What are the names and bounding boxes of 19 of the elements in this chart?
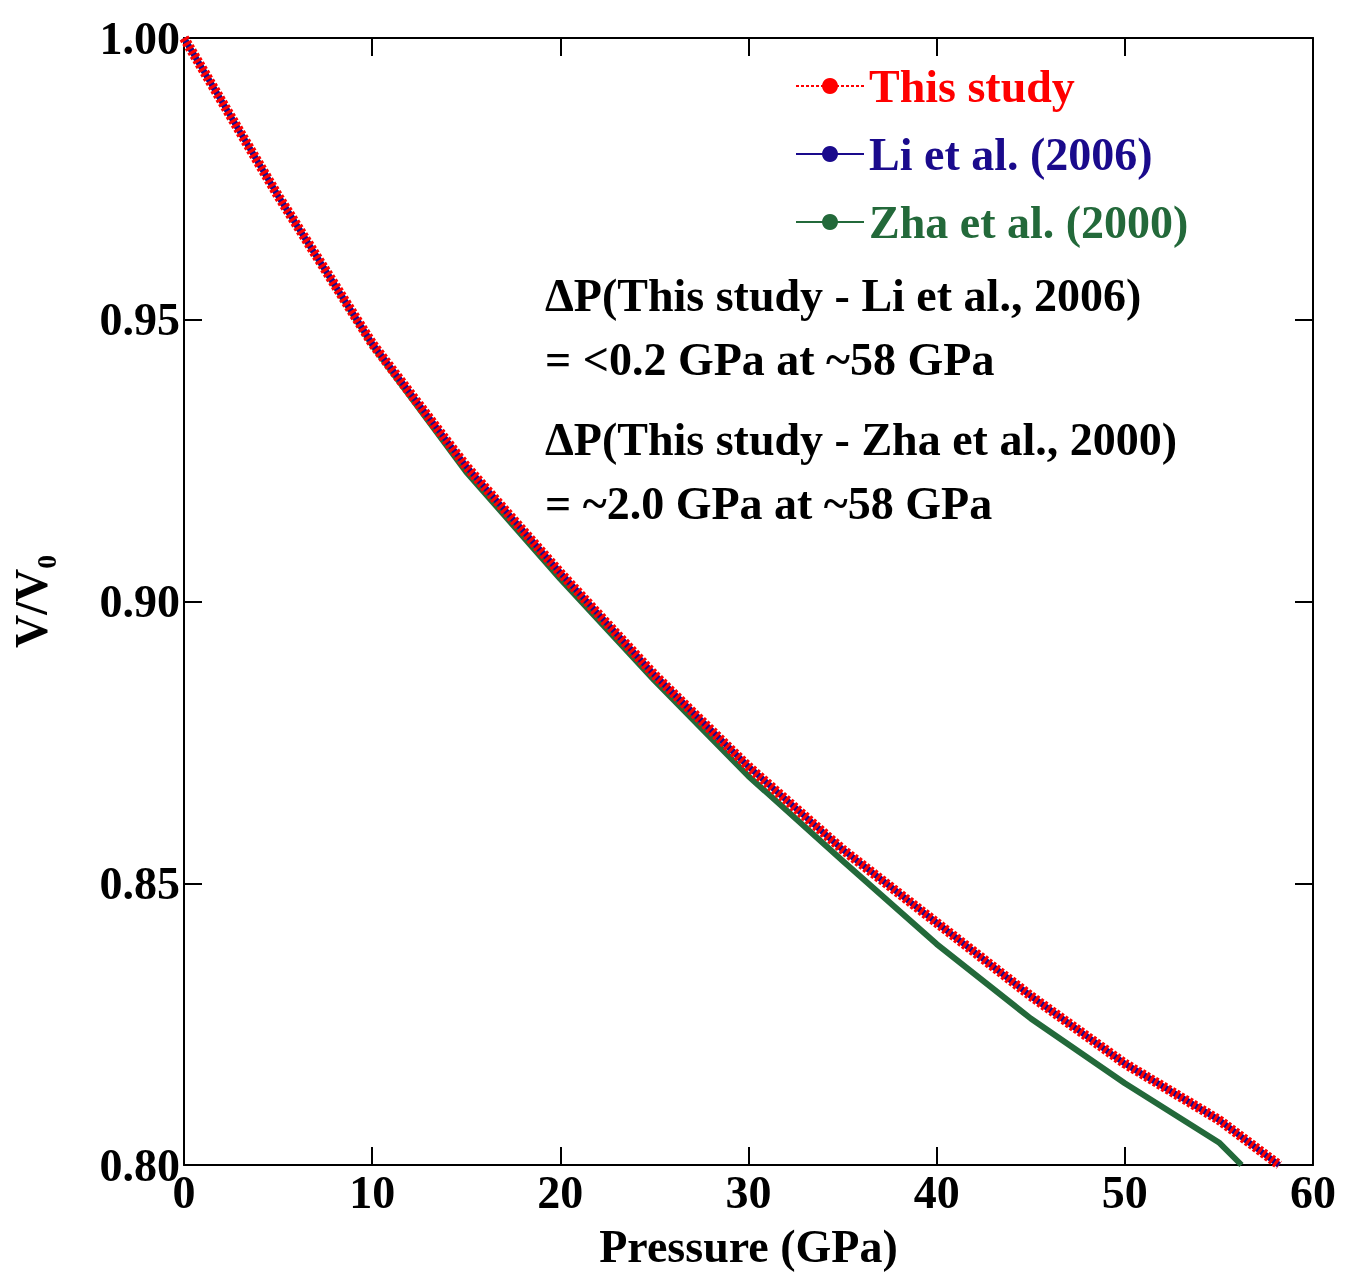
legend-label: Li et al. (2006) xyxy=(869,128,1153,180)
annotation: ΔP(This study - Zha et al., 2000) xyxy=(545,413,1178,465)
x-tick-label: 40 xyxy=(913,1166,960,1218)
x-axis-title: Pressure (GPa) xyxy=(599,1220,898,1272)
y-axis-title: V/V₀ xyxy=(5,554,57,649)
x-tick-label: 60 xyxy=(1290,1166,1336,1218)
y-tick-label: 0.85 xyxy=(99,857,180,909)
x-tick-label: 50 xyxy=(1101,1166,1148,1218)
y-tick-label: 0.95 xyxy=(99,294,180,346)
y-tick-label: 1.00 xyxy=(99,12,180,64)
y-tick-label: 0.90 xyxy=(99,576,180,627)
legend-label: Zha et al. (2000) xyxy=(869,196,1189,248)
x-tick-label: 30 xyxy=(725,1166,772,1218)
annotation: = <0.2 GPa at ~58 GPa xyxy=(545,333,995,385)
legend-label: This study xyxy=(869,60,1075,112)
x-tick-label: 10 xyxy=(349,1166,396,1218)
x-tick-label: 20 xyxy=(537,1166,584,1218)
annotation: ΔP(This study - Li et al., 2006) xyxy=(545,269,1142,321)
annotation: = ~2.0 GPa at ~58 GPa xyxy=(545,477,993,529)
